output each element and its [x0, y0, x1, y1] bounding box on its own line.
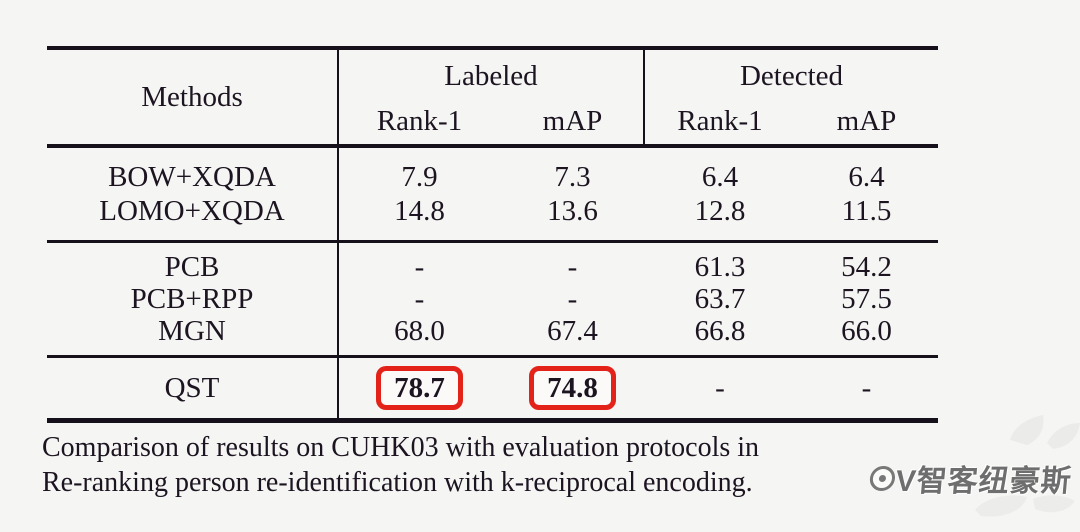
table-cell: 54.2	[841, 251, 892, 283]
table-row-method: QST	[47, 358, 339, 418]
labeled-group-label: Labeled	[444, 60, 538, 92]
table-cell: -	[567, 251, 578, 283]
table-section-deep-methods: PCB PCB+RPP MGN - - 68.0 - - 67.4 61.3 6…	[47, 243, 938, 355]
watermark-text: V智客纽豪斯	[894, 465, 1074, 498]
caption-line-1: Comparison of results on CUHK03 with eva…	[42, 432, 760, 463]
table-cell: 67.4	[547, 315, 598, 347]
table-cell: -	[861, 371, 872, 404]
table-cell: 66.0	[841, 315, 892, 347]
table-cell-highlighted: 74.8	[500, 358, 645, 418]
labeled-group: Labeled Rank-1 mAP	[339, 50, 645, 144]
table-row-method: PCB+RPP	[130, 283, 254, 315]
highlight-box-red: 78.7	[376, 366, 463, 410]
detected-rank1-header: Rank-1	[677, 105, 763, 137]
table-cell: -	[715, 371, 725, 404]
table-row-method: PCB	[164, 251, 220, 283]
table-rule-mid2	[47, 355, 938, 358]
table-cell: 7.9	[401, 161, 438, 193]
detected-map-header: mAP	[836, 105, 897, 137]
table-cell: 78.7	[394, 372, 445, 404]
method-name-column: BOW+XQDA LOMO+XQDA	[47, 148, 339, 240]
table-rule-bottom	[47, 418, 938, 423]
table-row-method: MGN	[158, 315, 226, 347]
table-cell: 66.8	[694, 315, 746, 347]
table-caption: Comparison of results on CUHK03 with eva…	[42, 430, 759, 500]
table-cell: 63.7	[694, 283, 746, 315]
table-cell: 14.8	[394, 195, 445, 227]
table-rule-top	[47, 46, 938, 50]
table-cell: 12.8	[694, 195, 746, 227]
table-section-baselines: BOW+XQDA LOMO+XQDA 7.9 14.8 7.3 13.6 6.4…	[47, 148, 938, 240]
table-row-method: BOW+XQDA	[108, 161, 276, 193]
results-table: Methods Labeled Rank-1 mAP Detected Rank…	[47, 46, 938, 423]
table-cell: 61.3	[694, 251, 746, 283]
detected-group: Detected Rank-1 mAP	[645, 50, 938, 144]
labeled-map-header: mAP	[542, 105, 603, 137]
table-cell: 7.3	[554, 161, 591, 193]
labeled-rank1-header: Rank-1	[376, 105, 463, 137]
method-name-column: PCB PCB+RPP MGN	[47, 243, 339, 355]
table-cell: 74.8	[547, 372, 598, 404]
table-row-method: LOMO+XQDA	[99, 195, 285, 227]
table-cell: 6.4	[848, 161, 885, 193]
detected-group-label: Detected	[739, 60, 844, 92]
table-cell: 13.6	[547, 195, 598, 227]
table-cell: 68.0	[394, 315, 445, 347]
methods-header-cell: Methods	[47, 50, 339, 144]
table-cell: -	[414, 251, 425, 283]
table-header: Methods Labeled Rank-1 mAP Detected Rank…	[47, 50, 938, 144]
table-cell: 11.5	[841, 195, 892, 227]
table-section-qst: QST 78.7 74.8 - -	[47, 358, 938, 418]
table-rule-mid1	[47, 240, 938, 243]
table-cell: -	[567, 283, 578, 315]
watermark-leaf-shape	[975, 415, 1080, 517]
table-cell: 57.5	[841, 283, 892, 315]
caption-line-2: Re-ranking person re-identification with…	[42, 467, 753, 498]
table-rule-header	[47, 144, 938, 148]
table-cell-highlighted: 78.7	[339, 358, 500, 418]
cv-circle-logo-icon	[868, 465, 897, 491]
highlight-box-red: 74.8	[529, 366, 616, 410]
table-cell: -	[414, 283, 425, 315]
table-cell: 6.4	[701, 161, 739, 193]
watermark: V智客纽豪斯	[868, 456, 1074, 500]
